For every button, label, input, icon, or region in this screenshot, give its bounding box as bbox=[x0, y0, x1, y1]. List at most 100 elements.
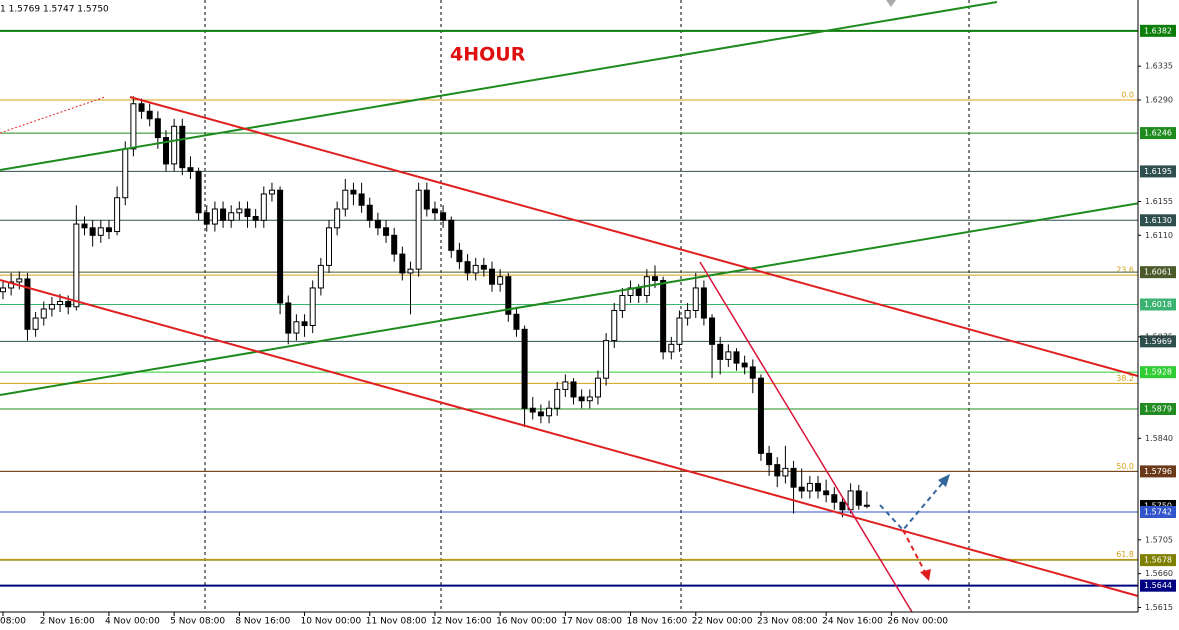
fib-label: 0.0 bbox=[1121, 90, 1134, 99]
candle-body bbox=[611, 310, 618, 342]
trend-line bbox=[0, 1, 998, 171]
candle-body bbox=[407, 268, 414, 274]
candle-body bbox=[448, 219, 455, 251]
fib-label: 23.6 bbox=[1116, 266, 1134, 275]
marker bbox=[886, 0, 896, 7]
candle-body bbox=[497, 276, 504, 285]
candle-body bbox=[415, 189, 422, 270]
candle-body bbox=[660, 279, 667, 353]
arrow-head bbox=[920, 569, 931, 581]
candle-body bbox=[863, 504, 870, 507]
candle-body bbox=[839, 501, 846, 511]
candle-body bbox=[464, 261, 471, 274]
candle-body bbox=[684, 310, 691, 319]
y-tick-label: 1.6335 bbox=[1145, 62, 1173, 71]
candle-body bbox=[203, 212, 210, 225]
candle-body bbox=[489, 268, 495, 285]
channel-line bbox=[0, 279, 1139, 597]
y-tick-label: 1.6155 bbox=[1145, 197, 1173, 206]
candle-body bbox=[709, 317, 716, 345]
fib-label: 38.2 bbox=[1116, 374, 1134, 383]
candle-body bbox=[342, 189, 349, 210]
candle-body bbox=[260, 193, 267, 221]
candle-body bbox=[823, 490, 830, 496]
candle-body bbox=[105, 227, 112, 233]
candle-body bbox=[326, 227, 332, 266]
x-tick-label: 8 Nov 16:00 bbox=[235, 617, 290, 627]
candle-body bbox=[529, 407, 536, 413]
x-tick-label: 23 Nov 08:00 bbox=[757, 617, 818, 627]
candle-body bbox=[187, 167, 194, 172]
candle-body bbox=[594, 377, 601, 398]
levels: 0.0 23.6 38.2 50.0 61.8 bbox=[0, 29, 1138, 587]
x-tick-label: 16 Nov 00:00 bbox=[496, 617, 557, 627]
candle-body bbox=[146, 110, 153, 120]
forecast-arrow bbox=[879, 479, 946, 532]
candle-body bbox=[97, 227, 104, 236]
candle-body bbox=[774, 464, 781, 477]
candle-body bbox=[815, 482, 821, 492]
level-tag-label: 1.6130 bbox=[1144, 216, 1172, 225]
candle-body bbox=[40, 308, 47, 319]
level-tag-label: 1.5678 bbox=[1144, 556, 1172, 565]
trend-line bbox=[699, 261, 913, 613]
candle-body bbox=[268, 189, 275, 195]
candle-body bbox=[122, 148, 129, 199]
candle-body bbox=[480, 264, 487, 270]
axes: 1.6382 1.6246 1.6195 1.6130 1.6061 1.6018 1.59… bbox=[0, 24, 1176, 627]
x-tick-label: 4 Nov 00:00 bbox=[105, 617, 160, 627]
candle-body bbox=[423, 189, 430, 210]
candle-body bbox=[603, 340, 610, 379]
level-tag-label: 1.5644 bbox=[1144, 581, 1172, 590]
level-tag bbox=[1140, 24, 1176, 37]
level-tag-label: 1.6382 bbox=[1144, 26, 1172, 35]
candle-body bbox=[293, 321, 300, 334]
level-tag-label: 1.6246 bbox=[1144, 129, 1172, 138]
candle-body bbox=[472, 264, 479, 274]
candle-body bbox=[195, 170, 202, 214]
candle-body bbox=[89, 227, 96, 236]
level-tag-label: 1.5879 bbox=[1144, 404, 1172, 413]
y-tick-label: 1.5705 bbox=[1145, 535, 1173, 544]
level-tag bbox=[1140, 214, 1176, 227]
candle-body bbox=[252, 216, 259, 221]
level-tag bbox=[1140, 465, 1176, 478]
candle-body bbox=[562, 381, 569, 390]
y-tick-label: 1.6290 bbox=[1145, 95, 1173, 104]
candle-body bbox=[0, 287, 6, 293]
candle-body bbox=[8, 281, 15, 289]
candle-body bbox=[114, 197, 121, 233]
x-tick-label: 10 Nov 00:00 bbox=[301, 617, 362, 627]
x-tick-label: 2 Nov 16:00 bbox=[40, 617, 95, 627]
candle-body bbox=[228, 212, 235, 221]
level-tag bbox=[1140, 266, 1176, 279]
candle-body bbox=[24, 278, 31, 330]
candle-body bbox=[855, 490, 862, 506]
candle-body bbox=[652, 276, 658, 281]
candle-body bbox=[546, 407, 553, 417]
candle-body bbox=[350, 189, 357, 195]
candle-body bbox=[537, 411, 544, 417]
candle-body bbox=[700, 287, 707, 319]
candle-body bbox=[81, 223, 88, 229]
y-tick-label: 1.5615 bbox=[1145, 603, 1173, 612]
y-tick-label: 1.5840 bbox=[1145, 434, 1173, 443]
candle-body bbox=[570, 381, 577, 398]
candle-body bbox=[749, 366, 756, 379]
candle-body bbox=[399, 253, 406, 274]
channel-line bbox=[129, 96, 1139, 377]
chart-title: 4HOUR bbox=[450, 44, 526, 66]
x-tick-label: 26 Nov 00:00 bbox=[887, 617, 948, 627]
candles bbox=[0, 96, 870, 518]
candle-body bbox=[521, 328, 528, 409]
x-tick-label: 12 Nov 16:00 bbox=[431, 617, 492, 627]
trend-lines bbox=[0, 0, 1141, 613]
level-tag bbox=[1140, 402, 1176, 415]
header: 1 1.5769 1.5747 1.5750 bbox=[0, 5, 109, 15]
x-tick-label: 17 Nov 08:00 bbox=[561, 617, 622, 627]
candle-body bbox=[505, 276, 512, 315]
candle-body bbox=[236, 208, 243, 214]
level-tag bbox=[1140, 298, 1176, 311]
fib-label: 50.0 bbox=[1116, 462, 1134, 471]
